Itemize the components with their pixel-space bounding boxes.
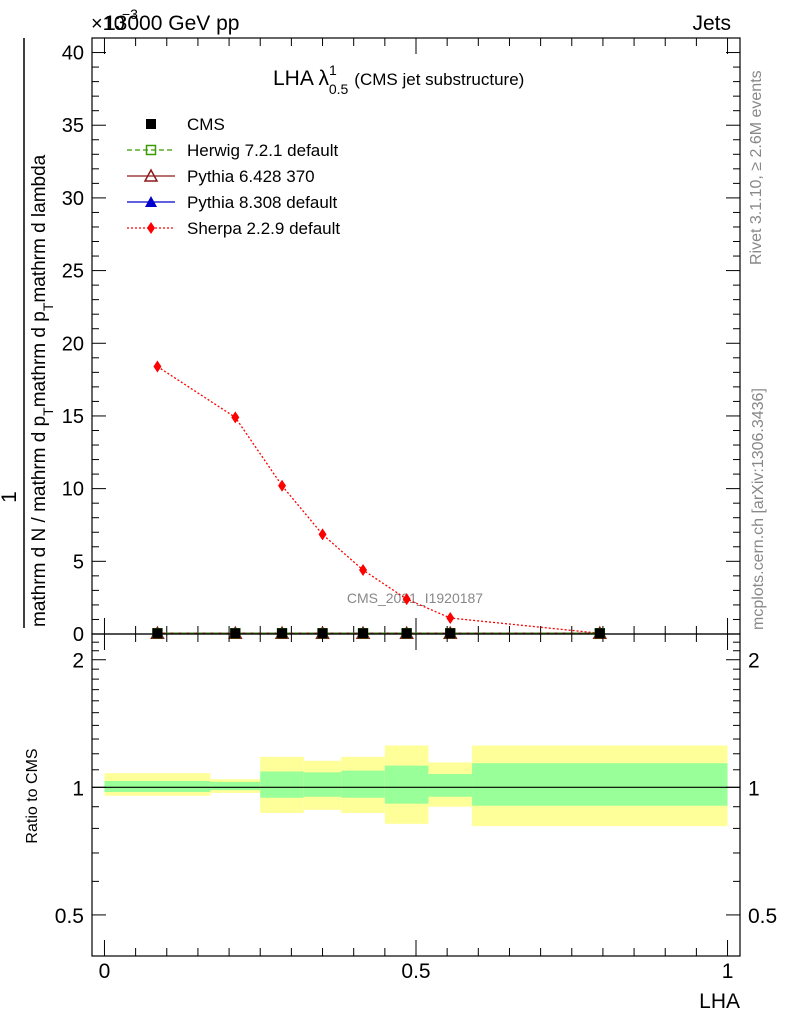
y-tick-label: 0: [73, 624, 84, 646]
data-point: [445, 628, 456, 639]
ratio-y-tick-label: 1: [72, 777, 84, 800]
rivet-label: Rivet 3.1.10, ≥ 2.6M events: [748, 70, 765, 265]
legend: CMS Herwig 7.2.1 default Pythia 6.428 370 P…: [127, 115, 340, 238]
data-point: [401, 628, 412, 639]
legend-label: Pythia 8.308 default: [187, 193, 338, 212]
ratio-bands: [104, 745, 728, 827]
ratio-y-tick-label-right: 2: [748, 650, 760, 673]
legend-entry: Pythia 6.428 370: [127, 167, 315, 186]
legend-marker: [147, 222, 155, 234]
x-tick-label: 0.5: [401, 960, 430, 983]
ratio-y-tick-label-right: 1: [748, 777, 760, 800]
process-label: Jets: [692, 12, 731, 35]
stat-uncertainty-band: [341, 770, 385, 798]
data-point: [278, 479, 287, 492]
legend-label: Sherpa 2.2.9 default: [187, 219, 340, 238]
series-cms: [152, 628, 605, 639]
x-tick-label: 0: [99, 960, 111, 983]
data-point: [359, 564, 368, 577]
data-point: [231, 411, 240, 424]
data-point: [358, 628, 369, 639]
legend-label: Pythia 6.428 370: [187, 167, 315, 186]
main-x-ticks: [103, 38, 729, 634]
ratio-y-tick-label: 2: [72, 650, 84, 673]
y-tick-label: 40: [62, 43, 84, 65]
y-tick-label: 15: [62, 406, 84, 428]
legend-label: Herwig 7.2.1 default: [187, 141, 338, 160]
data-point: [594, 628, 605, 639]
ratio-y-tick-label: 0.5: [55, 905, 84, 928]
legend-marker: [145, 196, 157, 207]
ratio-y-label: Ratio to CMS: [24, 748, 41, 843]
ratio-x-ticks: 0 0.5 1: [99, 634, 734, 983]
x-axis-label: LHA: [699, 990, 740, 1013]
y-tick-label: 25: [62, 261, 84, 283]
mcplots-label: mcplots.cern.ch [arXiv:1306.3436]: [750, 388, 767, 630]
data-point: [152, 628, 163, 639]
data-point: [317, 628, 328, 639]
exponent-power: −3: [122, 6, 138, 22]
stat-uncertainty-band: [104, 780, 211, 792]
legend-entry: Pythia 8.308 default: [127, 193, 338, 212]
data-point: [318, 528, 327, 541]
legend-entry: Herwig 7.2.1 default: [127, 141, 338, 160]
stat-uncertainty-band: [384, 765, 429, 804]
exponent-label: ×10: [91, 13, 125, 35]
legend-entry: CMS: [146, 115, 225, 134]
legend-marker: [146, 119, 156, 129]
y-tick-label: 35: [62, 115, 84, 137]
legend-entry: Sherpa 2.2.9 default: [127, 219, 340, 238]
x-tick-label: 1: [722, 960, 734, 983]
series-line: [157, 365, 600, 634]
y-tick-label: 20: [62, 333, 84, 355]
stat-uncertainty-band: [428, 774, 473, 797]
stat-uncertainty-band: [303, 772, 342, 797]
energy-label: 13000 GeV pp: [104, 12, 239, 35]
data-point: [446, 612, 455, 625]
ratio-y-ticks: 0.5 0.5 1 1 2 2: [55, 641, 777, 928]
main-title: LHA λ1 0.5 (CMS jet substructure): [273, 62, 524, 97]
main-y-axis-label: 1 mathrm d N / mathrm d pTmathrm d pTmat…: [0, 38, 56, 628]
y-tick-label: 5: [73, 551, 84, 573]
main-y-ticks: 0 5 10 15 20 25 30 35 40: [62, 37, 740, 646]
ratio-y-tick-label-right: 0.5: [748, 905, 777, 928]
stat-uncertainty-band: [260, 771, 304, 798]
y-tick-label: 30: [62, 188, 84, 210]
y-label-top: 1: [0, 491, 21, 503]
stat-uncertainty-band: [472, 763, 728, 806]
y-label-denominator: mathrm d N / mathrm d pTmathrm d pTmathr…: [29, 154, 56, 627]
y-tick-label: 10: [62, 479, 84, 501]
data-point: [230, 628, 241, 639]
legend-marker: [143, 168, 159, 182]
analysis-watermark: CMS_2021_I1920187: [347, 590, 483, 606]
legend-marker: [145, 144, 157, 156]
legend-label: CMS: [187, 115, 225, 134]
data-point: [402, 593, 411, 606]
data-point: [153, 360, 162, 373]
stat-uncertainty-band: [210, 781, 261, 791]
data-point: [277, 628, 288, 639]
